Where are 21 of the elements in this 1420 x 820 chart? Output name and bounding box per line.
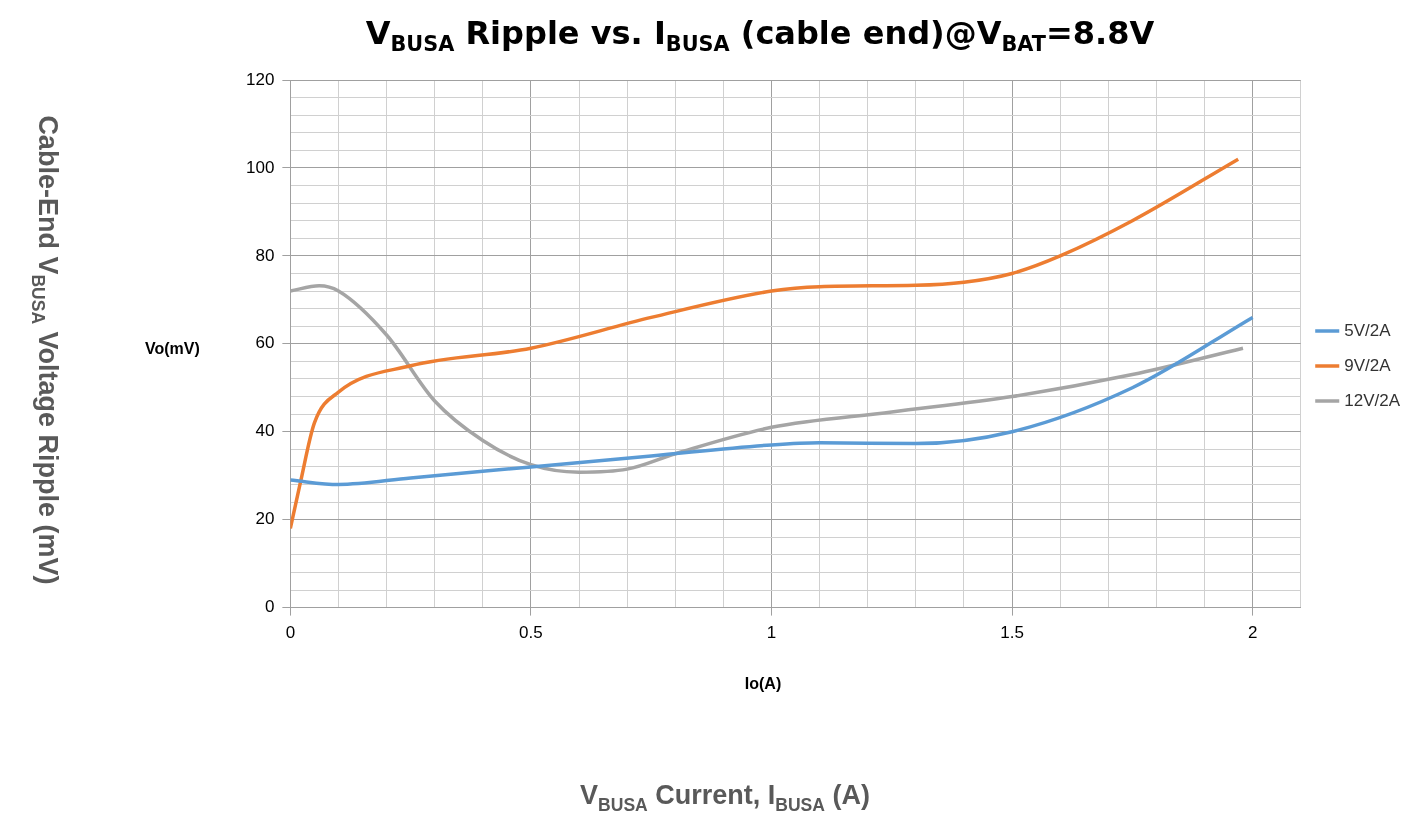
x-tick-label: 2 — [1247, 623, 1258, 643]
y-tick-label: 20 — [255, 509, 275, 529]
line-series — [290, 157, 1240, 531]
legend-label: 9V/2A — [1344, 355, 1392, 375]
y-tick-label: 0 — [264, 597, 275, 617]
line-series — [290, 315, 1255, 487]
x-axis-title: Io(A) — [744, 675, 782, 693]
y-tick-label: 60 — [255, 333, 275, 353]
chart-title: V$_{BUSA}$ Ripple vs. I$_{BUSA}$ (cable end)@V$_{BAT}$=8.8V — [365, 14, 1155, 57]
x-tick-label: 0 — [285, 623, 296, 643]
x-tick-label: 0.5 — [519, 623, 543, 643]
text: V$_{BUSA}$ Current, I$_{BUSA}$ (A) — [580, 780, 870, 816]
y-axis-title: Vo(mV) — [145, 340, 200, 358]
x-tick-label: 1 — [766, 623, 777, 643]
legend-label: 5V/2A — [1344, 320, 1392, 340]
y-tick-label: 40 — [255, 421, 275, 441]
y-tick-label: 120 — [245, 69, 275, 89]
y-tick-label: 100 — [245, 157, 275, 177]
legend-label: 12V/2A — [1344, 390, 1401, 410]
y-tick-label: 80 — [255, 245, 275, 265]
x-tick-label: 1.5 — [1000, 623, 1024, 643]
